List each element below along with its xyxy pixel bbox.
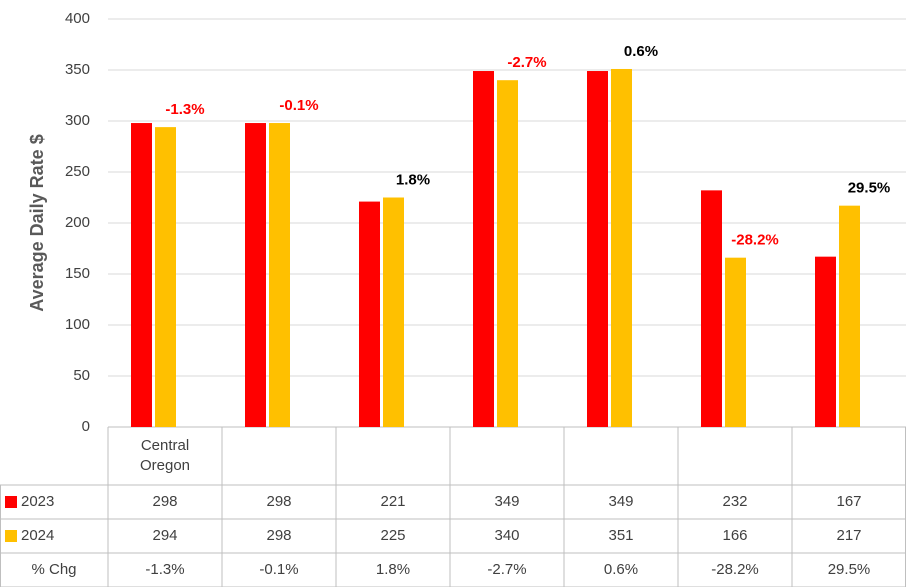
- table-cell: 29.5%: [828, 561, 871, 578]
- y-tick-label: 250: [65, 163, 90, 180]
- table-cell: 351: [608, 527, 633, 544]
- legend-key: [5, 496, 17, 508]
- table-cell: 294: [152, 527, 177, 544]
- table-cell: 298: [266, 527, 291, 544]
- y-tick-label: 150: [65, 265, 90, 282]
- y-tick-label: 300: [65, 112, 90, 129]
- y-tick-label: 400: [65, 10, 90, 27]
- table-cell: 166: [722, 527, 747, 544]
- bar: [611, 68, 632, 427]
- table-cell: -1.3%: [145, 561, 184, 578]
- bar: [359, 201, 380, 427]
- y-tick-label: 100: [65, 316, 90, 333]
- change-label: 0.6%: [624, 43, 658, 60]
- table-cell: -28.2%: [711, 561, 759, 578]
- bar: [383, 197, 404, 427]
- table-cell: 349: [494, 493, 519, 510]
- table-cell: 167: [836, 493, 861, 510]
- change-label: 1.8%: [396, 171, 430, 188]
- table-cell: -2.7%: [487, 561, 526, 578]
- table-cell: 221: [380, 493, 405, 510]
- bar: [269, 123, 290, 427]
- table-cell: 1.8%: [376, 561, 410, 578]
- table-cell: 225: [380, 527, 405, 544]
- table-cell: 232: [722, 493, 747, 510]
- bar: [839, 205, 860, 427]
- bar: [497, 80, 518, 427]
- table-cell: 217: [836, 527, 861, 544]
- y-tick-label: 0: [82, 418, 90, 435]
- table-cell: 298: [152, 493, 177, 510]
- bar: [245, 123, 266, 427]
- table-cell: 340: [494, 527, 519, 544]
- change-label: -2.7%: [507, 54, 546, 71]
- change-label: -0.1%: [279, 97, 318, 114]
- change-label: -1.3%: [165, 101, 204, 118]
- bar: [815, 256, 836, 427]
- bar: [131, 123, 152, 427]
- bar: [587, 71, 608, 428]
- y-tick-label: 350: [65, 61, 90, 78]
- legend-label: 2023: [21, 493, 54, 510]
- table-cell: 349: [608, 493, 633, 510]
- bar: [701, 190, 722, 427]
- change-label: -28.2%: [731, 232, 779, 249]
- bar: [725, 257, 746, 427]
- y-tick-label: 200: [65, 214, 90, 231]
- table-row-label: % Chg: [31, 561, 76, 578]
- y-axis-label: Average Daily Rate $: [27, 134, 47, 311]
- change-label: 29.5%: [848, 180, 891, 197]
- x-tick-label: Central Oregon: [140, 437, 190, 474]
- table-cell: -0.1%: [259, 561, 298, 578]
- table-cell: 298: [266, 493, 291, 510]
- table-cell: 0.6%: [604, 561, 638, 578]
- bar: [155, 127, 176, 428]
- legend-label: 2024: [21, 527, 54, 544]
- legend-key: [5, 530, 17, 542]
- bar: [473, 71, 494, 428]
- y-tick-label: 50: [73, 367, 90, 384]
